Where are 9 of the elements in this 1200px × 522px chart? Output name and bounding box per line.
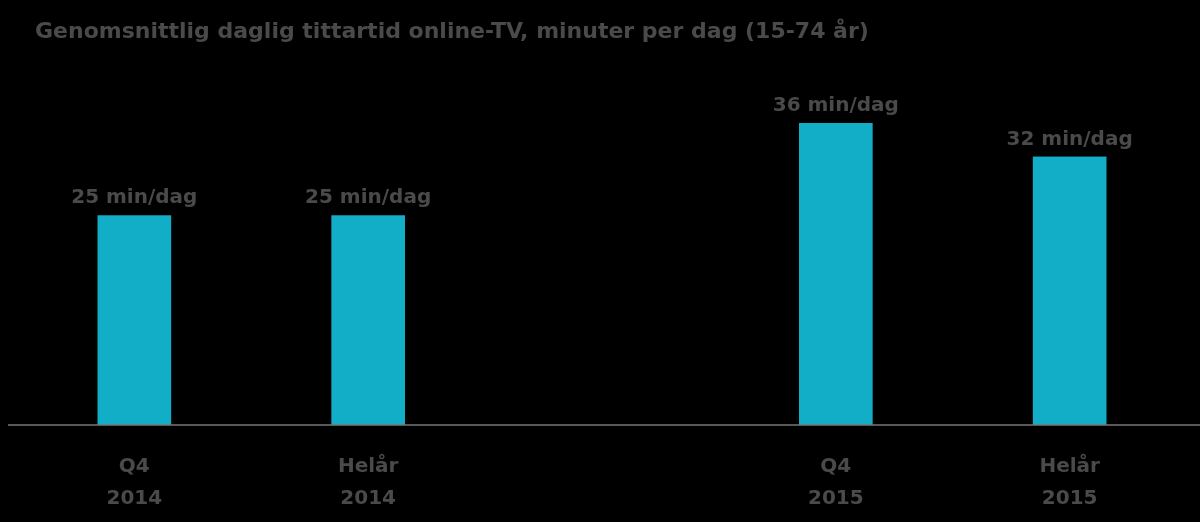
x-tick-label: Q4 2015 <box>808 453 864 509</box>
x-tick-label: Helår 2014 <box>337 453 399 509</box>
chart-title: Genomsnittlig daglig tittartid online-TV, minuter per dag (15-74 år) <box>35 18 869 43</box>
data-label: 25 min/dag <box>305 184 432 209</box>
data-label: 36 min/dag <box>772 92 899 116</box>
x-tick-label: Helår 2015 <box>1039 453 1101 509</box>
data-label: 25 min/dag <box>71 184 198 209</box>
data-label: 32 min/dag <box>1006 125 1133 150</box>
x-tick-label: Q4 2014 <box>106 453 163 509</box>
